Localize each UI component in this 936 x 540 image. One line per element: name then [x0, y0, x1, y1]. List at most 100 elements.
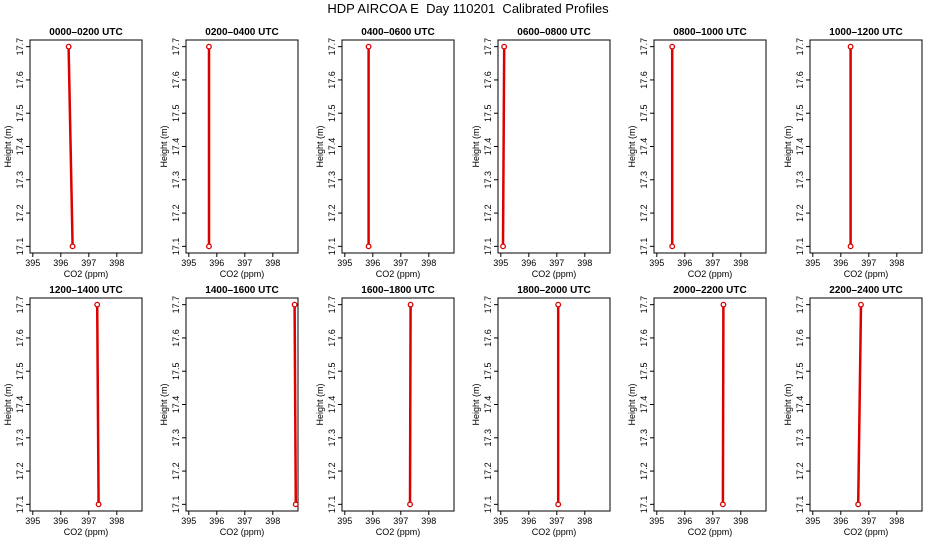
plot-frame: [185, 297, 299, 512]
x-tick-label: 396: [833, 516, 848, 526]
y-tick-label: 17.4: [795, 138, 805, 156]
panel-title: 1600–1800 UTC: [361, 285, 434, 296]
y-tick-label: 17.5: [327, 362, 337, 380]
y-axis-label: Height (m): [159, 125, 169, 167]
y-tick-label: 17.1: [483, 496, 493, 514]
y-tick-label: 17.6: [639, 329, 649, 347]
profile-point: [94, 301, 101, 308]
y-tick-label: 17.5: [15, 104, 25, 122]
y-tick-label: 17.1: [171, 496, 181, 514]
y-tick-label: 17.6: [639, 71, 649, 89]
y-tick-label: 17.6: [15, 329, 25, 347]
x-tick-label: 397: [861, 516, 876, 526]
y-axis-label: Height (m): [783, 125, 793, 167]
x-tick-label: 397: [237, 258, 252, 268]
panel-title: 0000–0200 UTC: [49, 27, 122, 38]
y-tick-label: 17.5: [171, 362, 181, 380]
y-tick-label: 17.6: [795, 329, 805, 347]
profile-point: [500, 243, 506, 250]
x-tick-label: 395: [337, 516, 352, 526]
y-tick-label: 17.4: [483, 138, 493, 156]
x-tick-label: 398: [577, 516, 592, 526]
profile-point: [719, 501, 726, 508]
x-tick-label: 395: [25, 516, 40, 526]
x-axis-label: CO2 (ppm): [220, 269, 265, 279]
x-tick-label: 398: [733, 258, 748, 268]
panel-title: 0600–0800 UTC: [517, 27, 590, 38]
y-tick-label: 17.3: [171, 171, 181, 189]
x-tick-label: 397: [81, 258, 96, 268]
y-axis-label: Height (m): [315, 383, 325, 425]
y-tick-label: 17.4: [327, 396, 337, 414]
profile-point: [206, 43, 212, 50]
profile-point: [847, 43, 854, 50]
x-axis-label: CO2 (ppm): [532, 527, 577, 537]
y-tick-label: 17.5: [795, 104, 805, 122]
y-tick-label: 17.7: [795, 38, 805, 56]
plot-frame: [29, 297, 143, 512]
x-tick-label: 395: [493, 258, 508, 268]
y-tick-label: 17.5: [639, 104, 649, 122]
x-tick-label: 397: [705, 516, 720, 526]
panel-title: 0400–0600 UTC: [361, 27, 434, 38]
y-tick-label: 17.3: [327, 171, 337, 189]
profile-point: [65, 43, 72, 50]
y-tick-label: 17.2: [639, 204, 649, 222]
y-tick-label: 17.2: [795, 462, 805, 480]
y-tick-label: 17.1: [795, 496, 805, 514]
x-tick-label: 395: [493, 516, 508, 526]
y-tick-label: 17.1: [483, 238, 493, 256]
y-tick-label: 17.4: [639, 396, 649, 414]
x-tick-label: 396: [209, 258, 224, 268]
plot-frame: [653, 297, 767, 512]
y-axis-label: Height (m): [159, 383, 169, 425]
profile-point: [95, 501, 102, 508]
plot-frame: [809, 39, 923, 254]
x-tick-label: 398: [109, 258, 124, 268]
x-tick-label: 396: [53, 516, 68, 526]
y-tick-label: 17.3: [327, 429, 337, 447]
x-tick-label: 396: [365, 516, 380, 526]
profile-point: [858, 301, 864, 308]
y-tick-label: 17.2: [15, 204, 25, 222]
profile-point: [720, 301, 727, 308]
y-tick-label: 17.6: [795, 71, 805, 89]
x-tick-label: 397: [549, 516, 564, 526]
y-tick-label: 17.6: [327, 329, 337, 347]
y-tick-label: 17.3: [639, 429, 649, 447]
y-tick-label: 17.4: [171, 138, 181, 156]
x-tick-label: 396: [521, 258, 536, 268]
x-tick-label: 397: [237, 516, 252, 526]
y-tick-label: 17.3: [639, 171, 649, 189]
x-tick-label: 398: [421, 258, 436, 268]
x-tick-label: 397: [549, 258, 564, 268]
y-tick-label: 17.2: [327, 204, 337, 222]
y-axis-label: Height (m): [783, 383, 793, 425]
y-axis-label: Height (m): [315, 125, 325, 167]
panel-title: 1400–1600 UTC: [205, 285, 278, 296]
profile-line: [501, 46, 506, 247]
profile-point: [292, 501, 299, 508]
plot-frame: [29, 39, 143, 254]
y-tick-label: 17.4: [15, 396, 25, 414]
x-tick-label: 397: [393, 258, 408, 268]
panel-title: 2200–2400 UTC: [829, 285, 902, 296]
panel-title: 0800–1000 UTC: [673, 27, 746, 38]
plot-frame: [185, 39, 299, 254]
x-axis-label: CO2 (ppm): [844, 527, 889, 537]
x-tick-label: 396: [521, 516, 536, 526]
plot-frame: [497, 39, 611, 254]
y-tick-label: 17.6: [327, 71, 337, 89]
y-tick-label: 17.1: [327, 496, 337, 514]
y-tick-label: 17.2: [15, 462, 25, 480]
y-axis-label: Height (m): [3, 125, 13, 167]
y-tick-label: 17.7: [639, 296, 649, 314]
x-tick-label: 396: [833, 258, 848, 268]
x-tick-label: 398: [265, 516, 280, 526]
